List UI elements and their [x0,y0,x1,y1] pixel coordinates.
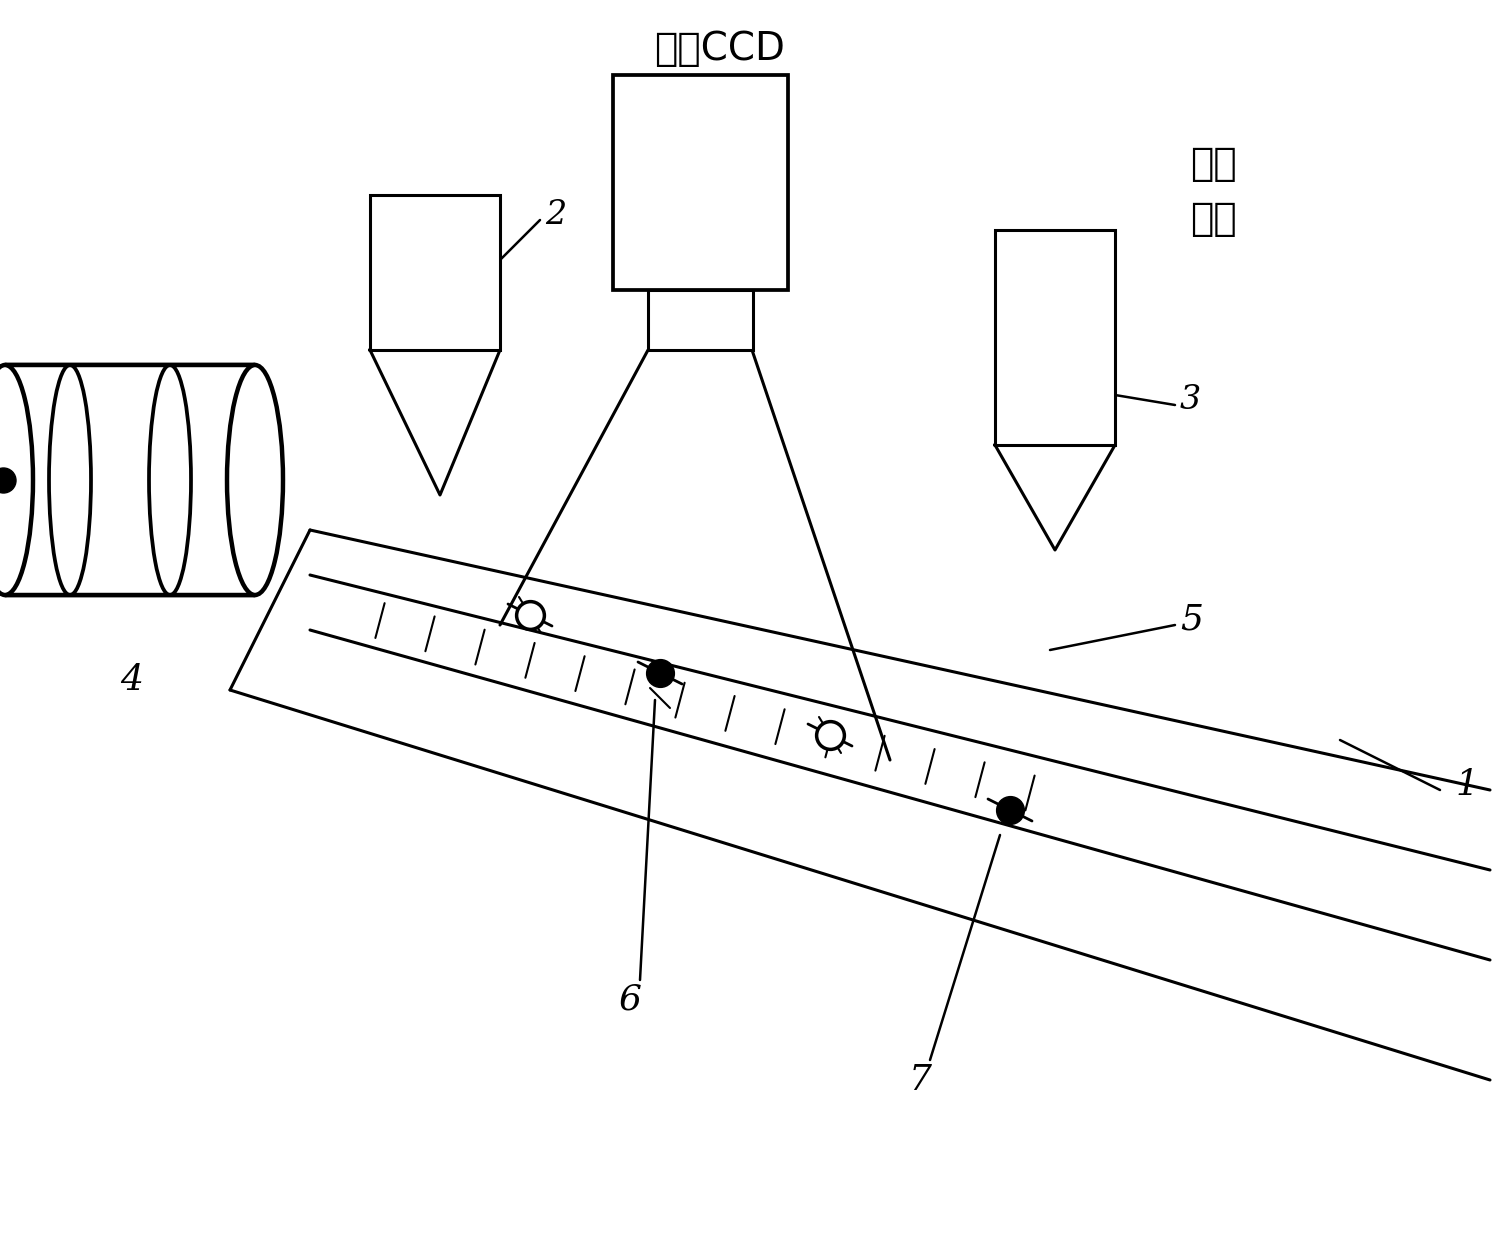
Text: 4: 4 [120,663,143,697]
Text: 1: 1 [1455,768,1477,801]
Text: 7: 7 [908,1063,932,1097]
Ellipse shape [0,365,33,596]
FancyBboxPatch shape [370,195,500,350]
Text: 6: 6 [619,983,642,1017]
Text: 光源: 光源 [1190,200,1236,238]
Ellipse shape [227,365,283,596]
FancyBboxPatch shape [5,365,255,596]
Text: 光纤: 光纤 [1190,145,1236,182]
Text: 5: 5 [1181,603,1203,637]
Text: 2: 2 [545,199,566,231]
FancyBboxPatch shape [648,290,753,350]
FancyBboxPatch shape [995,231,1114,445]
Text: 线阵CCD: 线阵CCD [655,30,786,68]
Text: 3: 3 [1181,383,1202,416]
Text: 测试相机: 测试相机 [673,85,767,123]
FancyBboxPatch shape [613,75,788,290]
